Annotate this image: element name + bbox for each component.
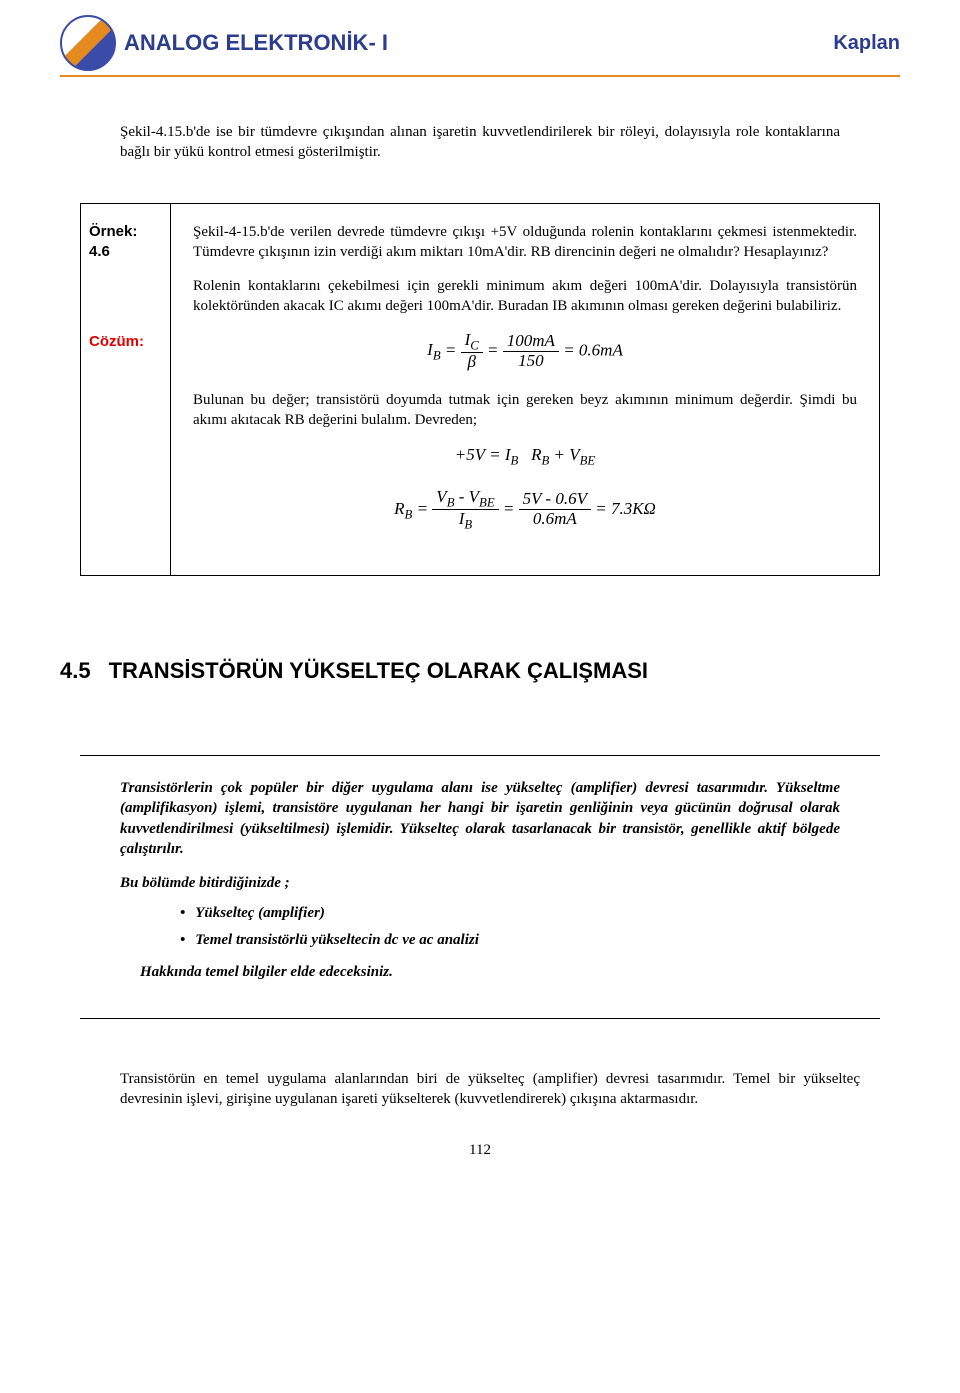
bullet-list: Yükselteç (amplifier) Temel transistörlü…: [120, 903, 840, 950]
example-box: Örnek: 4.6 Cözüm: Şekil-4-15.b'de verile…: [80, 203, 880, 576]
f1-lhs: IB: [427, 340, 440, 359]
author-name: Kaplan: [833, 30, 900, 57]
formula-2: +5V = IB RB + VBE: [193, 444, 857, 470]
f3-result: 7.3KΩ: [611, 499, 656, 518]
section-title: TRANSİSTÖRÜN YÜKSELTEÇ OLARAK ÇALIŞMASI: [109, 656, 648, 686]
section-number: 4.5: [60, 656, 91, 686]
solution-paragraph-1: Rolenin kontaklarını çekebilmesi için ge…: [193, 276, 857, 317]
example-problem: Şekil-4-15.b'de verilen devrede tümdevre…: [193, 222, 857, 263]
example-left-column: Örnek: 4.6 Cözüm:: [81, 204, 171, 575]
final-paragraph: Transistörün en temel uygulama alanların…: [120, 1069, 860, 1110]
example-right-column: Şekil-4-15.b'de verilen devrede tümdevre…: [171, 204, 879, 575]
example-label: Örnek:: [89, 222, 162, 242]
intro-paragraph: Şekil-4.15.b'de ise bir tümdevre çıkışın…: [120, 122, 840, 163]
example-number: 4.6: [89, 242, 162, 262]
f3-lhs: RB: [394, 499, 412, 518]
formula-1: IB = IC β = 100mA 150 = 0.6mA: [193, 331, 857, 372]
section-heading: 4.5 TRANSİSTÖRÜN YÜKSELTEÇ OLARAK ÇALIŞM…: [60, 656, 900, 686]
description-box: Transistörlerin çok popüler bir diğer uy…: [80, 755, 880, 1019]
list-item: Yükselteç (amplifier): [180, 903, 840, 923]
f1-result: 0.6mA: [579, 340, 623, 359]
list-item: Temel transistörlü yükseltecin dc ve ac …: [180, 930, 840, 950]
f3-frac1: VB - VBE IB: [432, 488, 498, 532]
solution-paragraph-2: Bulunan bu değer; transistörü doyumda tu…: [193, 390, 857, 431]
description-subheading: Bu bölümde bitirdiğinizde ;: [120, 873, 840, 893]
course-title: ANALOG ELEKTRONİK- I: [124, 28, 388, 58]
f3-frac2: 5V - 0.6V 0.6mA: [519, 490, 591, 528]
description-paragraph: Transistörlerin çok popüler bir diğer uy…: [120, 778, 840, 859]
page-number: 112: [60, 1140, 900, 1160]
solution-label: Cözüm:: [89, 332, 162, 352]
formula-3: RB = VB - VBE IB = 5V - 0.6V 0.6mA = 7.3…: [193, 488, 857, 532]
header-left: ANALOG ELEKTRONİK- I: [60, 15, 388, 71]
description-closing: Hakkında temel bilgiler elde edeceksiniz…: [120, 962, 840, 982]
university-logo-icon: [60, 15, 116, 71]
page-header: ANALOG ELEKTRONİK- I Kaplan: [60, 15, 900, 77]
f1-frac1: IC β: [461, 331, 483, 372]
f1-frac2: 100mA 150: [503, 332, 559, 370]
